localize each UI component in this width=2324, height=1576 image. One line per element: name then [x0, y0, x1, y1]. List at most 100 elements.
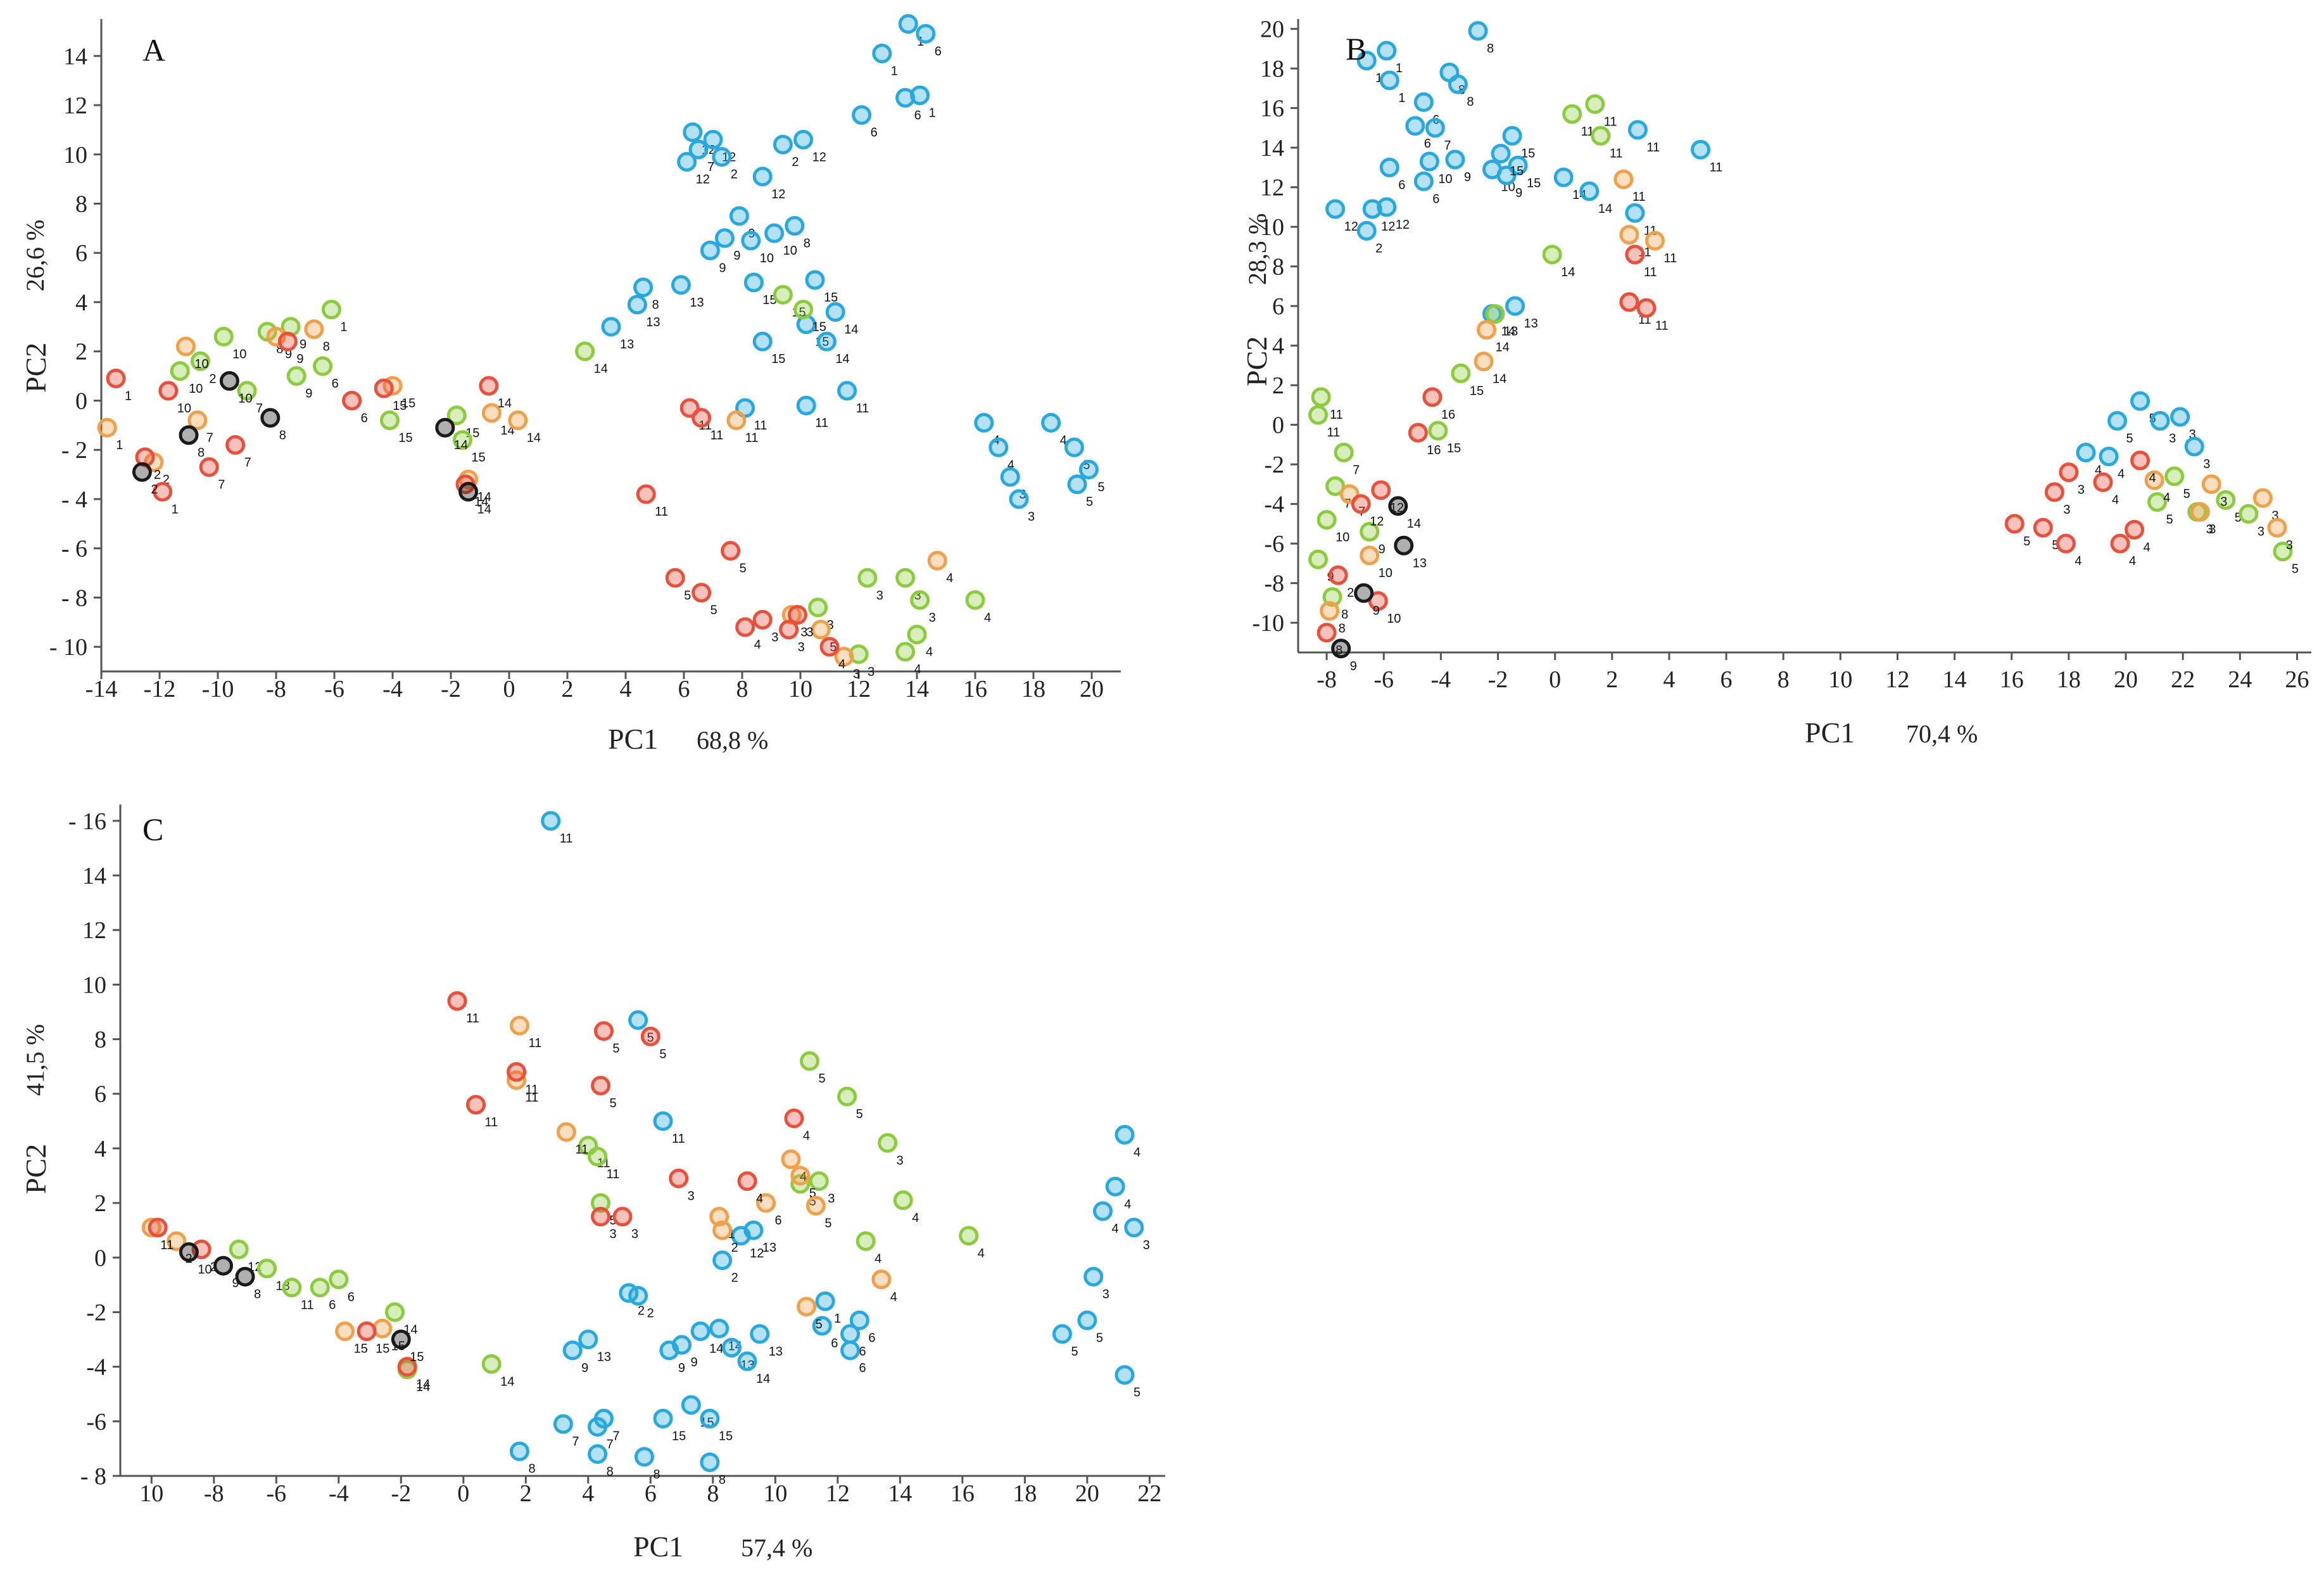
panel-a-point-green	[895, 642, 916, 662]
panel-c-point-label: 3	[610, 1228, 617, 1242]
panel-c-point-blue	[721, 1337, 742, 1357]
panel-b-point-label: 4	[2144, 540, 2150, 554]
panel-c-point-label: 2	[638, 1304, 645, 1318]
panel-a-point-green	[857, 568, 878, 588]
panel-c-point-label: 13	[769, 1345, 783, 1359]
panel-b-point-blue	[1413, 171, 1434, 191]
panel-a-point-red	[225, 435, 246, 455]
panel-c-point-label: 15	[719, 1430, 733, 1444]
panel-b: -8 -6 -4 -2 0 2 4 6 8 10 12 14 16 18 20 22 24 26 20 18 16 14 1…	[1222, 0, 2324, 760]
panel-c-point-label: 4	[800, 1170, 807, 1184]
panel-c-x-tick-label: 0	[457, 1480, 469, 1507]
panel-b-x-tick-label: 22	[2171, 666, 2195, 693]
panel-a-point-orange	[304, 319, 324, 340]
panel-a-point-label: 3	[1028, 510, 1035, 524]
panel-b-point-label: 11	[1644, 265, 1657, 279]
panel-c-point-blue	[653, 1111, 673, 1131]
panel-b-point-green	[2164, 466, 2185, 486]
panel-a-point-label: 11	[745, 431, 759, 445]
panel-c-point-red	[669, 1168, 689, 1188]
panel-a-point-blue	[793, 129, 814, 149]
panel-a-point-label: 5	[740, 562, 747, 576]
panel-b-point-red	[1408, 423, 1428, 443]
panel-a-point-blue	[1041, 412, 1061, 433]
panel-c-point-label: 7	[607, 1437, 614, 1451]
panel-b-point-label: 14	[1501, 325, 1515, 339]
panel-b-y-tick-label: 10	[1260, 214, 1284, 241]
panel-b-x-tick-label: 12	[1885, 666, 1909, 693]
panel-b-x-tick-label: 10	[1828, 666, 1852, 693]
panel-a-point-label: 5	[710, 604, 717, 618]
panel-b-x-tick-label: 24	[2228, 666, 2252, 693]
panel-c-point-label: 10	[198, 1263, 212, 1277]
panel-b-point-orange	[1320, 601, 1340, 621]
panel-a-point-blue	[974, 412, 994, 433]
panel-c-x-tick-label: 18	[1013, 1480, 1037, 1507]
panel-b-point-blue	[2170, 407, 2190, 427]
panel-c-point-green	[837, 1086, 857, 1107]
panel-a-point-green	[965, 590, 985, 610]
panel-a-point-label: 8	[323, 340, 330, 354]
panel-a-point-label: 15	[812, 321, 826, 334]
panel-b-point-label: 9	[1379, 542, 1386, 556]
panel-c-point-orange	[167, 1231, 187, 1251]
panel-c-x-tick-label: 20	[1075, 1480, 1099, 1507]
panel-a-point-label: 14	[498, 397, 512, 410]
panel-c-point-blue	[690, 1321, 710, 1342]
panel-c-point-red	[447, 991, 467, 1011]
panel-a-point-blue	[627, 295, 647, 315]
panel-a-point-green	[773, 284, 793, 305]
panel-c-point-blue	[509, 1441, 529, 1461]
panel-c-point-orange	[712, 1220, 733, 1240]
panel-a-y-pct: 26,6 %	[21, 219, 49, 291]
panel-b-x-tick-label: -8	[1317, 666, 1337, 693]
panel-a-point-label: 14	[477, 502, 491, 516]
panel-b-point-label: 9	[1515, 186, 1522, 200]
panel-c-point-label: 2	[647, 1307, 654, 1321]
panel-a-point-red	[787, 605, 807, 625]
panel-c-x-tick-label: -4	[329, 1480, 349, 1507]
panel-b-point-orange	[1619, 225, 1639, 245]
panel-c-point-label: 5	[659, 1047, 666, 1061]
panel-b-point-red	[2044, 482, 2064, 502]
panel-c-point-blue	[750, 1324, 770, 1344]
panel-b-point-green	[1311, 387, 1331, 407]
panel-a-point-label: 11	[856, 402, 869, 416]
panel-c-point-label: 6	[329, 1299, 336, 1312]
panel-c-x-pct: 57,4 %	[741, 1534, 813, 1562]
panel-a-point-label: 11	[655, 505, 668, 519]
panel-b-point-label: 3	[2271, 509, 2278, 523]
panel-b-point-label: 3	[2286, 538, 2293, 552]
panel-c-point-red	[591, 1207, 611, 1227]
panel-c-point-green	[959, 1226, 979, 1246]
panel-b-point-red	[2110, 533, 2130, 554]
panel-c-y-tick-label: 4	[94, 1136, 106, 1162]
panel-a-point-label: 12	[812, 150, 826, 164]
panel-b-point-blue	[1425, 118, 1445, 138]
panel-c-point-black	[213, 1255, 234, 1276]
panel-c-y-tick-label: 12	[82, 917, 106, 944]
panel-c-point-label: 6	[348, 1290, 355, 1304]
panel-b-point-blue	[1491, 144, 1511, 163]
panel-c-point-label: 9	[232, 1276, 239, 1290]
panel-c-point-label: 4	[875, 1252, 881, 1266]
panel-a-point-blue	[872, 43, 892, 63]
panel-a-point-label: 5	[684, 588, 691, 602]
panel-a-point-label: 4	[914, 663, 921, 677]
panel-c-point-blue	[815, 1291, 835, 1311]
panel-c-point-red	[148, 1217, 168, 1238]
panel-a-point-label: 10	[177, 402, 191, 416]
panel-b-point-label: 11	[1604, 115, 1617, 129]
panel-c-point-label: 4	[1134, 1145, 1140, 1159]
panel-a-point-blue	[601, 317, 621, 337]
panel-c-point-green	[878, 1133, 898, 1153]
panel-b-x-title: PC1	[1805, 716, 1855, 749]
panel-b-point-label: 3	[2258, 524, 2264, 538]
panel-a-point-label: 14	[844, 323, 858, 337]
panel-c-y-tick-label: 14	[82, 863, 106, 889]
panel-b-point-red	[1328, 565, 1348, 585]
panel-b-point-green	[1451, 363, 1471, 383]
panel-a-point-blue	[1000, 467, 1020, 487]
panel-a-point-label: 8	[279, 429, 286, 443]
panel-b-point-label: 5	[2183, 487, 2190, 501]
